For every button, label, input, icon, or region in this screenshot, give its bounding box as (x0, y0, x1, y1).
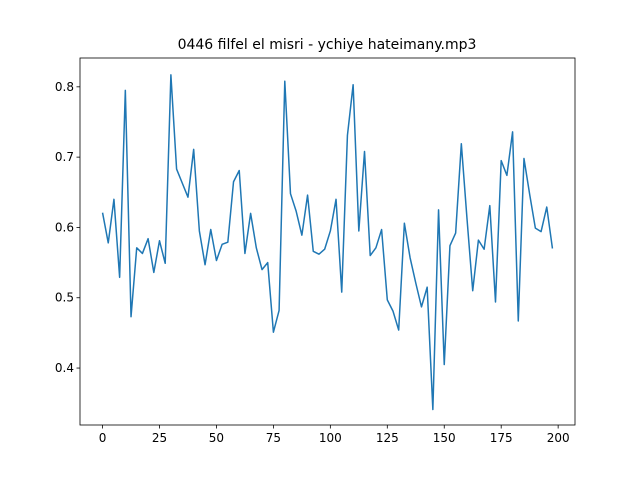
line-series (101, 74, 554, 411)
x-tick-label: 100 (319, 431, 342, 445)
x-tick-label: 175 (490, 431, 513, 445)
x-tick-label: 50 (209, 431, 224, 445)
chart-title: 0446 filfel el misri - ychiye hateimany.… (178, 37, 477, 53)
x-tick-label: 200 (547, 431, 570, 445)
x-tick-label: 0 (99, 431, 107, 445)
y-tick-label: 0.8 (55, 80, 74, 94)
y-tick-label: 0.7 (55, 150, 74, 164)
x-tick-label: 150 (433, 431, 456, 445)
x-tick-label: 25 (152, 431, 167, 445)
y-tick-label: 0.6 (55, 220, 74, 234)
y-tick-label: 0.4 (55, 361, 74, 375)
y-tick-label: 0.5 (55, 291, 74, 305)
x-tick-label: 75 (266, 431, 281, 445)
x-tick-label: 125 (376, 431, 399, 445)
plot-frame (79, 57, 576, 426)
